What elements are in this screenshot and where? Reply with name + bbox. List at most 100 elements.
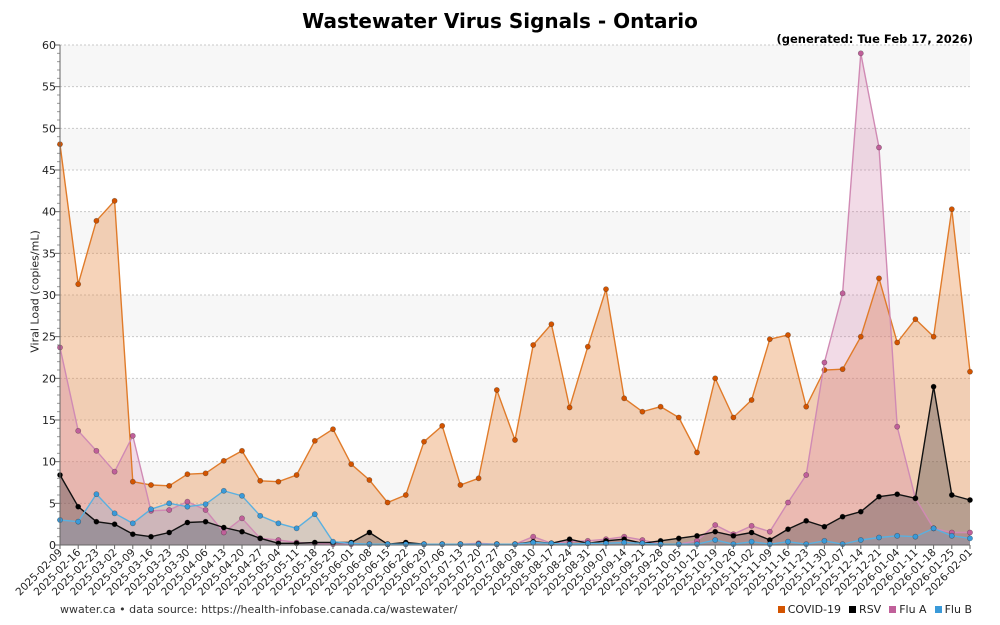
area-rsv <box>60 386 970 545</box>
point-flu-b <box>111 510 118 517</box>
point-covid-19 <box>566 404 573 411</box>
point-rsv <box>803 517 810 524</box>
point-covid-19 <box>421 438 427 445</box>
point-rsv <box>311 539 318 546</box>
point-rsv <box>785 526 791 533</box>
point-flu-a <box>220 529 227 536</box>
point-flu-a <box>839 290 846 297</box>
point-rsv <box>75 503 82 510</box>
area-covid-19 <box>60 144 970 545</box>
point-flu-b <box>330 538 336 545</box>
point-flu-a <box>166 507 173 513</box>
point-flu-b <box>275 520 282 527</box>
point-covid-19 <box>675 414 682 421</box>
data-source-footer: wwater.ca • data source: https://health-… <box>60 603 458 616</box>
y-tick-label: 0 <box>49 539 56 552</box>
point-rsv <box>857 508 864 515</box>
point-flu-a <box>111 468 118 475</box>
point-rsv <box>876 493 882 500</box>
point-flu-b <box>93 491 100 498</box>
point-covid-19 <box>548 321 555 328</box>
point-flu-b <box>220 487 227 494</box>
point-flu-b <box>129 520 136 527</box>
legend-item-flu-a[interactable]: Flu A <box>889 603 927 616</box>
point-flu-a <box>239 515 245 522</box>
point-flu-b <box>821 537 828 544</box>
point-covid-19 <box>202 470 209 477</box>
legend-item-covid[interactable]: COVID-19 <box>777 603 842 616</box>
point-flu-a <box>785 499 791 506</box>
point-flu-b <box>894 532 901 539</box>
point-flu-b <box>239 492 245 499</box>
grid-band <box>60 128 970 170</box>
point-covid-19 <box>785 332 791 338</box>
point-covid-19 <box>967 368 973 375</box>
grid-band <box>60 45 970 87</box>
legend-item-flu-b[interactable]: Flu B <box>934 603 972 616</box>
point-flu-b <box>75 518 82 525</box>
point-rsv <box>239 528 245 535</box>
point-rsv <box>930 383 937 390</box>
point-rsv <box>748 529 755 536</box>
point-covid-19 <box>639 408 646 415</box>
point-rsv <box>366 529 373 536</box>
point-covid-19 <box>75 281 82 288</box>
point-flu-b <box>621 539 628 546</box>
y-tick-label: 55 <box>42 81 56 94</box>
point-flu-b <box>967 535 973 542</box>
legend-label: COVID-19 <box>787 603 842 616</box>
point-covid-19 <box>330 426 336 433</box>
point-covid-19 <box>803 403 810 410</box>
point-rsv <box>184 519 191 526</box>
point-covid-19 <box>293 472 300 478</box>
point-covid-19 <box>712 375 719 382</box>
point-flu-a <box>821 359 828 366</box>
point-rsv <box>129 531 136 538</box>
point-rsv <box>220 524 227 531</box>
point-rsv <box>675 535 682 542</box>
point-flu-a <box>803 472 810 478</box>
point-covid-19 <box>512 437 518 443</box>
point-flu-a <box>184 498 191 505</box>
point-rsv <box>93 518 100 525</box>
point-covid-19 <box>457 482 464 488</box>
point-flu-a <box>876 144 882 151</box>
y-tick-label: 15 <box>42 414 56 427</box>
point-flu-a <box>202 507 209 513</box>
point-rsv <box>894 491 901 498</box>
legend-item-rsv[interactable]: RSV <box>849 603 881 616</box>
y-tick-label: 50 <box>42 122 56 135</box>
y-tick-label: 25 <box>42 331 56 344</box>
point-covid-19 <box>912 316 919 323</box>
point-covid-19 <box>257 477 264 484</box>
point-covid-19 <box>184 471 191 478</box>
legend-label: Flu A <box>899 603 927 616</box>
point-flu-b <box>184 503 191 510</box>
point-covid-19 <box>948 206 955 213</box>
point-covid-19 <box>766 336 773 343</box>
point-covid-19 <box>366 477 373 483</box>
point-rsv <box>730 532 737 539</box>
point-flu-b <box>785 538 791 545</box>
point-rsv <box>839 513 846 520</box>
point-flu-b <box>530 539 537 546</box>
point-covid-19 <box>311 437 318 444</box>
point-flu-b <box>948 532 955 539</box>
point-flu-b <box>912 533 919 540</box>
legend-swatch <box>849 606 857 613</box>
point-rsv <box>566 536 573 543</box>
legend-swatch <box>934 606 942 613</box>
point-flu-b <box>293 525 300 532</box>
point-covid-19 <box>657 403 664 410</box>
point-covid-19 <box>129 478 136 485</box>
point-flu-b <box>748 538 755 545</box>
point-covid-19 <box>275 478 282 485</box>
point-rsv <box>912 495 919 502</box>
y-tick-label: 45 <box>42 164 56 177</box>
y-axis-label: Viral Load (copies/mL) <box>28 230 42 353</box>
point-flu-b <box>148 506 154 513</box>
point-covid-19 <box>493 387 500 393</box>
legend-swatch <box>889 606 897 613</box>
point-rsv <box>948 492 955 498</box>
point-covid-19 <box>348 461 355 468</box>
